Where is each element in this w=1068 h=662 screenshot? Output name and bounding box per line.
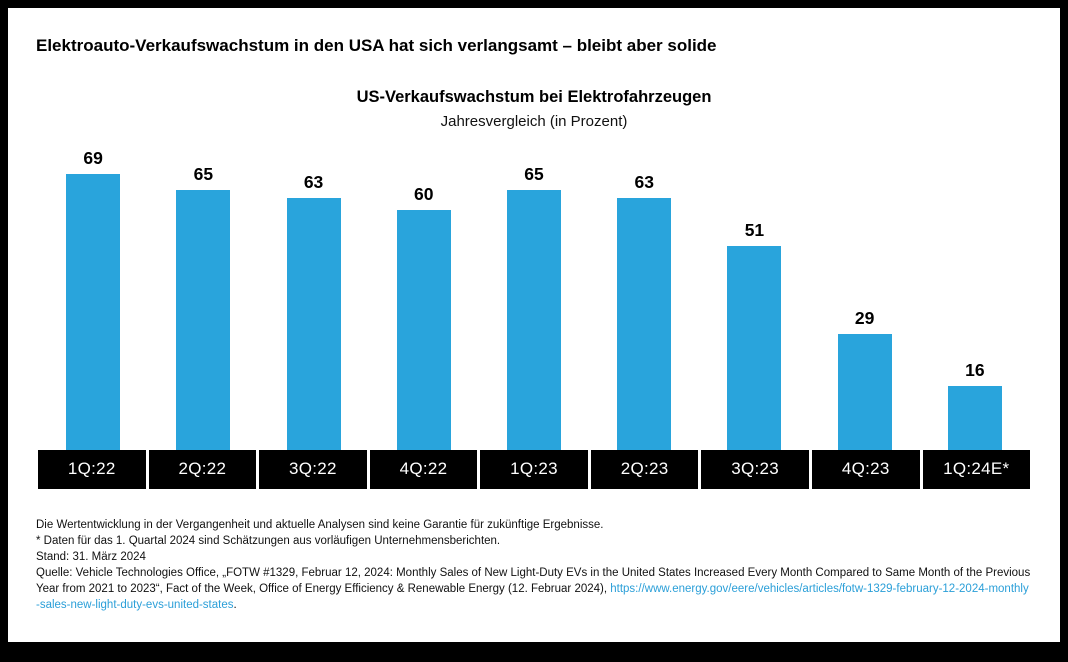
content-panel: Elektroauto-Verkaufswachstum in den USA … [8, 8, 1060, 642]
x-axis-band: 1Q:22 2Q:22 3Q:22 4Q:22 1Q:23 2Q:23 3Q:23 4Q:23… [36, 450, 1032, 489]
bar-column: 63 [258, 138, 368, 450]
bar-value-label: 60 [414, 184, 434, 204]
bar-column: 63 [589, 138, 699, 450]
bar-column: 60 [369, 138, 479, 450]
bar [176, 190, 231, 450]
footnotes: Die Wertentwicklung in der Vergangenheit… [36, 517, 1032, 613]
bar [947, 386, 1002, 450]
x-axis-tick-label: 1Q:23 [480, 450, 588, 489]
bar-value-label: 63 [634, 172, 654, 192]
bar-value-label: 65 [524, 164, 544, 184]
chart-columns: 69 65 63 60 65 63 51 29 16 [36, 138, 1032, 450]
chart-subtitle: Jahresvergleich (in Prozent) [440, 113, 628, 130]
x-axis-tick-label: 1Q:22 [38, 450, 146, 489]
bar-column: 65 [148, 138, 258, 450]
disclaimer-line: Die Wertentwicklung in der Vergangenheit… [36, 519, 604, 531]
bar-value-label: 63 [303, 172, 324, 192]
source-link[interactable]: https://www.energy.gov/eere/vehicles/art… [36, 583, 1029, 611]
source-suffix: . [233, 599, 237, 611]
bar [727, 246, 782, 450]
as-of-date-line: Stand: 31. März 2024 [36, 551, 146, 563]
bar-value-label: 16 [965, 360, 985, 380]
x-axis-tick-label: 2Q:22 [148, 450, 257, 489]
bar [837, 334, 892, 450]
chart-title: US-Verkaufswachstum bei Elektrofahrzeuge… [356, 88, 712, 106]
bar-value-label: 51 [744, 220, 765, 240]
bar-value-label: 29 [854, 308, 875, 328]
x-axis-tick-label: 1Q:24E* [922, 450, 1031, 489]
estimate-note-line: * Daten für das 1. Quartal 2024 sind Sch… [36, 535, 501, 547]
bar-column: 51 [699, 138, 809, 450]
x-axis-tick-label: 3Q:23 [701, 450, 809, 489]
source-line: Quelle: Vehicle Technologies Office, „FO… [36, 565, 1032, 613]
bar [396, 210, 451, 450]
bar [66, 174, 121, 450]
bar-value-label: 65 [193, 164, 214, 184]
page-title: Elektroauto-Verkaufswachstum in den USA … [36, 36, 717, 55]
x-axis-tick-label: 2Q:23 [590, 450, 699, 489]
bar [286, 198, 341, 450]
bar-column: 69 [38, 138, 148, 450]
bar-column: 16 [920, 138, 1030, 450]
x-axis-tick-label: 4Q:23 [811, 450, 920, 489]
bar-column: 29 [810, 138, 920, 450]
bar [617, 198, 672, 450]
bar-column: 65 [479, 138, 589, 450]
bar-value-label: 69 [83, 148, 103, 168]
bar [506, 190, 561, 450]
x-axis-tick-label: 4Q:22 [369, 450, 478, 489]
x-axis-tick-label: 3Q:22 [259, 450, 367, 489]
bar-chart: US-Verkaufswachstum bei Elektrofahrzeuge… [36, 88, 1032, 489]
source-text: Quelle: Vehicle Technologies Office, „FO… [36, 567, 1031, 595]
